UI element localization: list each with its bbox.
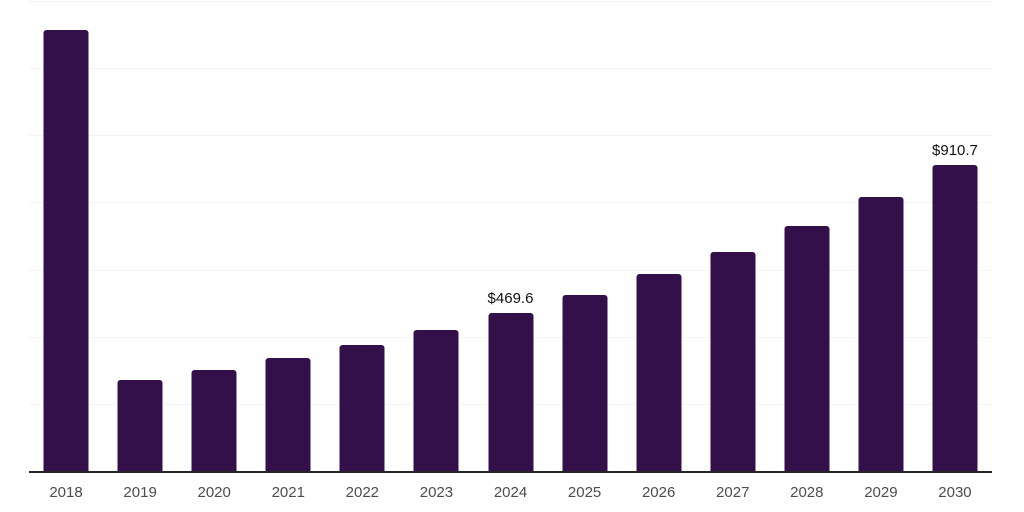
bar-slot-2018 [29,1,103,471]
x-tick-label-2027: 2027 [716,484,750,501]
bar-2023 [413,329,459,471]
x-tick-label-2024: 2024 [493,484,528,501]
gridline-1400 [29,1,992,2]
x-axis-line [29,471,992,473]
plot-area: $469.6 $910.7 [29,1,992,473]
bar-slot-2020 [177,1,251,471]
bar-slot-2021 [251,1,325,471]
bar-2024 [488,313,533,471]
bar-2018 [43,30,89,471]
x-tick-label-2026: 2026 [641,484,676,501]
bars-row: $469.6 $910.7 [29,1,992,471]
gridline-1000 [29,135,992,137]
x-tick-label-2019: 2019 [123,484,157,501]
bar-slot-2026 [622,1,696,471]
bar-2027 [710,251,756,471]
bar-slot-2028 [770,1,844,471]
bar-slot-2030: $910.7 [918,1,992,471]
bar-2020 [191,369,237,471]
x-tick-label-2023: 2023 [419,484,454,501]
bar-slot-2024: $469.6 [473,1,547,471]
x-tick-label-2021: 2021 [271,484,305,501]
bar-slot-2022 [325,1,399,471]
gridline-1200 [29,68,992,70]
bar-2019 [117,380,163,471]
bar-2022 [339,344,385,471]
bar-2030 [932,165,978,471]
x-tick-label-2025: 2025 [567,484,602,501]
bar-value-label-2024: $469.6 [487,290,534,308]
bar-2028 [784,225,830,471]
gridline-800 [29,202,992,204]
gridline-600 [29,269,992,271]
bar-2029 [858,197,904,471]
bar-slot-2027 [696,1,770,471]
bar-slot-2029 [844,1,918,471]
bar-2025 [562,295,608,471]
x-tick-label-2020: 2020 [197,484,231,501]
x-axis-labels: 2018 2019 2020 2021 2022 2023 2024 2025 2026 2027… [29,485,992,501]
x-tick-label-2029: 2029 [864,484,898,501]
bar-value-label-2030: $910.7 [932,142,978,160]
bar-2021 [265,357,311,471]
x-tick-label-2018: 2018 [49,484,83,501]
x-tick-label-2022: 2022 [345,484,380,501]
x-tick-label-2030: 2030 [938,484,972,501]
x-tick-label-2028: 2028 [790,484,824,501]
bar-slot-2019 [103,1,177,471]
bar-slot-2025 [548,1,622,471]
bar-2026 [636,274,682,471]
bar-slot-2023 [399,1,473,471]
